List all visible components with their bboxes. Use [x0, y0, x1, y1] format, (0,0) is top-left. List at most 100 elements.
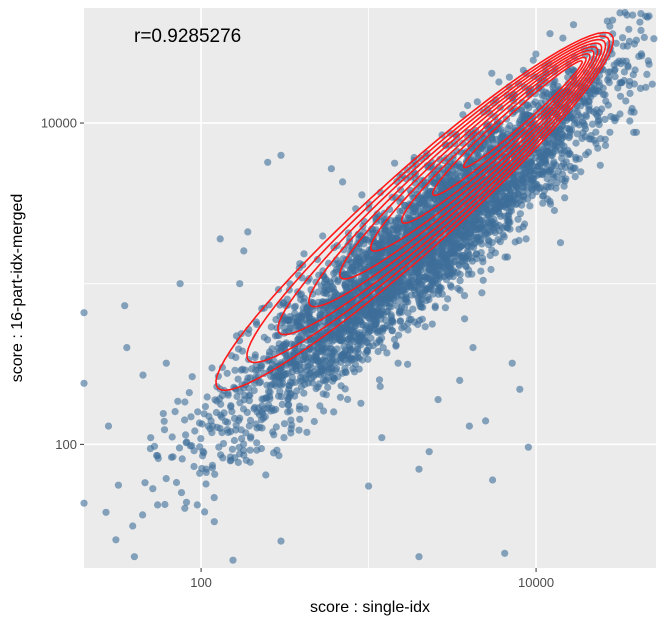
data-point: [540, 133, 549, 142]
data-point: [494, 236, 502, 244]
data-point: [394, 214, 403, 222]
data-point: [139, 511, 147, 519]
data-point: [479, 254, 487, 262]
data-point: [415, 296, 423, 305]
data-point: [456, 277, 464, 285]
data-point: [577, 168, 585, 176]
data-point: [307, 286, 315, 294]
data-point: [347, 265, 355, 273]
data-point: [237, 426, 245, 434]
data-point: [297, 295, 305, 304]
data-point: [551, 131, 559, 139]
data-point: [438, 252, 446, 260]
data-point: [370, 255, 378, 263]
data-point: [102, 508, 110, 516]
outlier-point: [264, 158, 272, 166]
data-point: [407, 291, 416, 299]
data-point: [178, 455, 186, 463]
data-point: [230, 436, 238, 445]
data-point: [240, 440, 248, 448]
data-point: [505, 73, 513, 81]
data-point: [183, 438, 191, 446]
data-point: [525, 163, 533, 171]
data-point: [327, 294, 335, 302]
data-point: [373, 339, 381, 347]
data-point: [392, 341, 400, 349]
density-contours: [215, 31, 615, 392]
data-point: [313, 370, 321, 378]
data-point: [177, 489, 186, 497]
data-point: [515, 225, 523, 233]
data-point: [559, 121, 567, 130]
data-point: [411, 208, 419, 216]
data-point: [234, 458, 242, 467]
correlation-annotation: r=0.9285276: [134, 26, 241, 47]
data-point: [594, 144, 602, 152]
data-point: [571, 173, 579, 181]
data-point: [537, 184, 545, 192]
data-point: [309, 306, 317, 314]
data-point: [561, 194, 569, 202]
data-point: [573, 130, 582, 138]
data-point: [381, 237, 389, 245]
data-point: [551, 102, 559, 110]
outlier-point: [425, 448, 433, 456]
data-point: [396, 307, 404, 315]
data-point: [438, 242, 447, 250]
data-point: [377, 309, 385, 317]
data-point: [625, 81, 633, 89]
data-point: [418, 290, 427, 299]
data-point: [312, 356, 321, 365]
data-point: [290, 358, 298, 367]
data-point: [478, 289, 486, 297]
data-point: [328, 301, 336, 309]
data-point: [209, 422, 217, 430]
data-point: [405, 315, 413, 323]
data-point: [590, 90, 598, 98]
data-point: [255, 379, 263, 387]
data-point: [318, 298, 327, 306]
data-point: [351, 322, 359, 331]
data-point: [391, 159, 399, 167]
data-point: [383, 349, 391, 357]
data-point: [484, 229, 492, 237]
data-point: [548, 163, 556, 171]
data-point: [637, 26, 645, 34]
data-point: [552, 121, 560, 129]
data-point: [444, 269, 452, 277]
data-point: [197, 435, 205, 443]
outlier-point: [489, 476, 497, 484]
data-point: [282, 370, 290, 378]
data-point: [267, 372, 275, 380]
data-point: [291, 302, 299, 310]
density-contour: [246, 35, 611, 364]
outlier-point: [516, 385, 524, 393]
data-point: [480, 135, 488, 143]
data-point: [260, 395, 268, 403]
data-point: [606, 128, 614, 136]
data-point: [588, 120, 597, 128]
data-point: [112, 536, 120, 544]
data-point: [546, 30, 554, 38]
data-point: [364, 355, 372, 363]
outlier-point: [327, 364, 335, 372]
data-point: [287, 316, 295, 324]
data-point: [224, 428, 232, 436]
data-point: [218, 391, 226, 399]
data-point: [566, 132, 574, 140]
data-point: [296, 415, 304, 423]
data-point: [478, 240, 486, 248]
data-point: [280, 323, 288, 331]
data-point: [256, 423, 264, 431]
data-point: [558, 176, 567, 184]
data-point: [141, 479, 149, 487]
data-point: [217, 400, 225, 408]
data-point: [372, 215, 380, 223]
outlier-point: [240, 247, 248, 255]
data-point: [355, 365, 363, 373]
data-point: [601, 135, 609, 143]
data-point: [218, 429, 226, 437]
data-point: [265, 348, 274, 356]
data-point: [611, 117, 619, 125]
